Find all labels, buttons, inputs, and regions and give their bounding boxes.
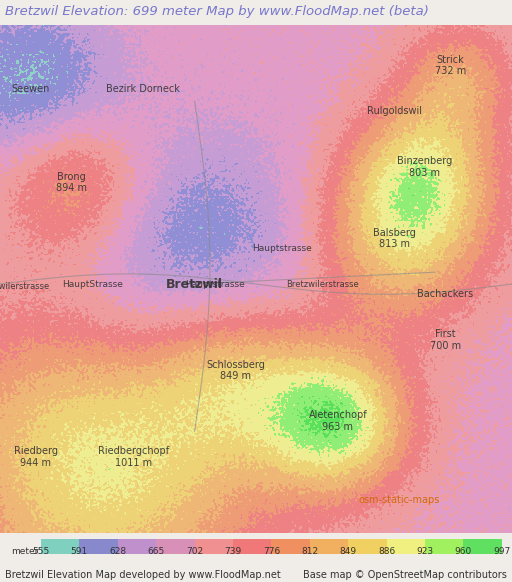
Text: 812: 812 xyxy=(301,547,318,556)
Text: Seewen: Seewen xyxy=(12,83,50,94)
FancyBboxPatch shape xyxy=(195,539,233,554)
Text: 960: 960 xyxy=(455,547,472,556)
Text: First
700 m: First 700 m xyxy=(430,329,461,351)
Text: Schlossberg
849 m: Schlossberg 849 m xyxy=(206,360,265,381)
FancyBboxPatch shape xyxy=(463,539,502,554)
FancyBboxPatch shape xyxy=(310,539,348,554)
FancyBboxPatch shape xyxy=(387,539,425,554)
Text: 555: 555 xyxy=(32,547,50,556)
Text: Balsberg
813 m: Balsberg 813 m xyxy=(373,228,416,249)
FancyBboxPatch shape xyxy=(271,539,310,554)
FancyBboxPatch shape xyxy=(233,539,271,554)
Text: 886: 886 xyxy=(378,547,395,556)
Text: HauptStrasse: HauptStrasse xyxy=(62,279,122,289)
Text: osm-static-maps: osm-static-maps xyxy=(359,495,440,505)
FancyBboxPatch shape xyxy=(79,539,118,554)
FancyBboxPatch shape xyxy=(156,539,195,554)
FancyBboxPatch shape xyxy=(118,539,156,554)
Text: Hauptstrasse: Hauptstrasse xyxy=(252,244,311,253)
Text: Bretzwilerstrasse: Bretzwilerstrasse xyxy=(286,279,359,289)
Text: Riedberg
944 m: Riedberg 944 m xyxy=(14,446,58,467)
Text: Bretzwil: Bretzwil xyxy=(166,278,223,290)
Text: tzwilerstrasse: tzwilerstrasse xyxy=(0,282,50,291)
Text: Bezirk Dorneck: Bezirk Dorneck xyxy=(106,83,180,94)
Text: Riedbergchopf
1011 m: Riedbergchopf 1011 m xyxy=(98,446,168,467)
Text: 591: 591 xyxy=(71,547,88,556)
Text: 923: 923 xyxy=(416,547,434,556)
Text: Bretzwil Elevation Map developed by www.FloodMap.net: Bretzwil Elevation Map developed by www.… xyxy=(5,570,281,580)
Text: meter: meter xyxy=(11,547,39,556)
Text: 849: 849 xyxy=(339,547,357,556)
Text: Hauptstrasse: Hauptstrasse xyxy=(185,279,245,289)
Text: Strick
732 m: Strick 732 m xyxy=(435,55,466,76)
Text: 739: 739 xyxy=(224,547,242,556)
Text: Aletenchopf
963 m: Aletenchopf 963 m xyxy=(309,410,367,432)
Text: 702: 702 xyxy=(186,547,203,556)
Text: Binzenberg
803 m: Binzenberg 803 m xyxy=(397,157,453,178)
Text: Bretzwil Elevation: 699 meter Map by www.FloodMap.net (beta): Bretzwil Elevation: 699 meter Map by www… xyxy=(5,5,429,17)
FancyBboxPatch shape xyxy=(348,539,387,554)
Text: 997: 997 xyxy=(493,547,510,556)
Text: 776: 776 xyxy=(263,547,280,556)
FancyBboxPatch shape xyxy=(425,539,463,554)
Text: Base map © OpenStreetMap contributors: Base map © OpenStreetMap contributors xyxy=(303,570,507,580)
FancyBboxPatch shape xyxy=(41,539,79,554)
Text: 665: 665 xyxy=(147,547,165,556)
Text: Brong
894 m: Brong 894 m xyxy=(56,172,87,193)
Text: 628: 628 xyxy=(109,547,126,556)
Text: Bachackers: Bachackers xyxy=(417,289,474,299)
Text: Rulgoldswil: Rulgoldswil xyxy=(367,107,422,116)
